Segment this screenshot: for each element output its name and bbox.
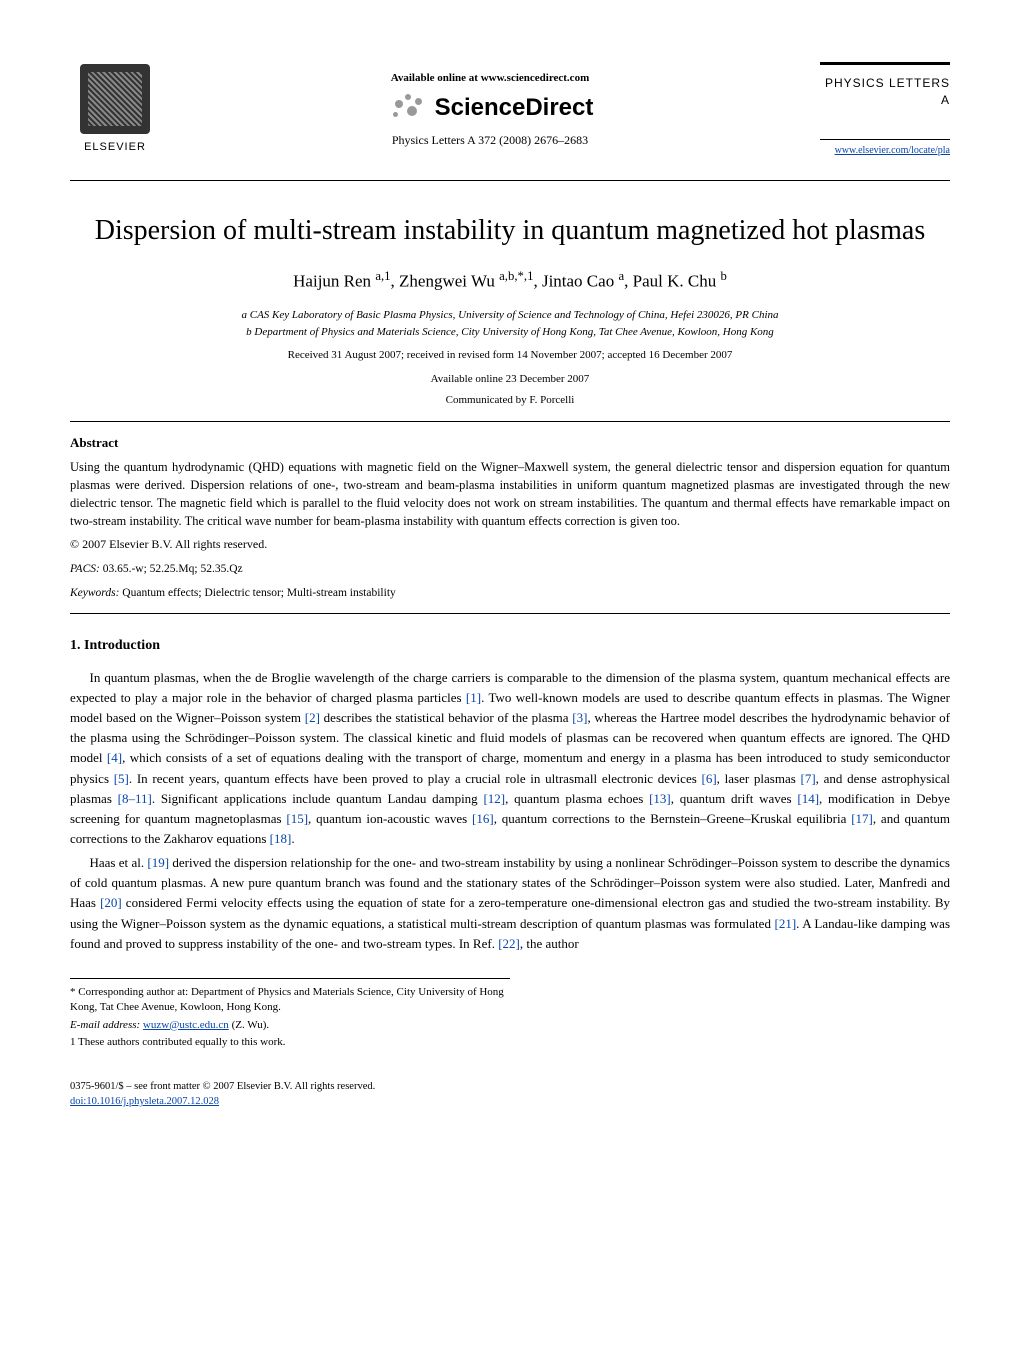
elsevier-label: ELSEVIER xyxy=(84,140,146,155)
citation-ref[interactable]: [7] xyxy=(801,771,816,786)
citation-ref[interactable]: [1] xyxy=(466,690,481,705)
pacs-line: PACS: 03.65.-w; 52.25.Mq; 52.35.Qz xyxy=(70,561,950,577)
available-online-text: Available online at www.sciencedirect.co… xyxy=(180,71,800,86)
journal-reference: Physics Letters A 372 (2008) 2676–2683 xyxy=(180,132,800,149)
intro-paragraph-2: Haas et al. [19] derived the dispersion … xyxy=(70,853,950,954)
keywords-label: Keywords: xyxy=(70,587,119,599)
affiliation-b: b Department of Physics and Materials Sc… xyxy=(70,325,950,340)
elsevier-logo: ELSEVIER xyxy=(70,60,160,160)
email-label: E-mail address: xyxy=(70,1019,140,1031)
elsevier-tree-icon xyxy=(80,64,150,134)
citation-ref[interactable]: [2] xyxy=(305,710,320,725)
citation-ref[interactable]: [4] xyxy=(107,750,122,765)
authors-line: Haijun Ren a,1, Zhengwei Wu a,b,*,1, Jin… xyxy=(70,268,950,293)
journal-url-link[interactable]: www.elsevier.com/locate/pla xyxy=(820,139,950,158)
journal-header: ELSEVIER Available online at www.science… xyxy=(70,60,950,160)
rule-top xyxy=(70,180,950,181)
citation-ref[interactable]: [17] xyxy=(851,811,873,826)
equal-contribution-note: 1 These authors contributed equally to t… xyxy=(70,1035,510,1050)
sciencedirect-dots-icon xyxy=(387,92,427,122)
citation-ref[interactable]: [19] xyxy=(147,855,169,870)
citation-ref[interactable]: [22] xyxy=(498,936,520,951)
intro-paragraph-1: In quantum plasmas, when the de Broglie … xyxy=(70,668,950,849)
bottom-block: 0375-9601/$ – see front matter © 2007 El… xyxy=(70,1080,950,1109)
citation-ref[interactable]: [15] xyxy=(286,811,308,826)
citation-ref[interactable]: [21] xyxy=(774,916,796,931)
citation-ref[interactable]: [14] xyxy=(797,791,819,806)
journal-title-right: PHYSICS LETTERS A xyxy=(820,62,950,109)
keywords-line: Keywords: Quantum effects; Dielectric te… xyxy=(70,585,950,601)
rule-above-abstract xyxy=(70,421,950,422)
section-1-heading: 1. Introduction xyxy=(70,636,950,656)
corresponding-author-note: * Corresponding author at: Department of… xyxy=(70,985,510,1016)
keywords-text: Quantum effects; Dielectric tensor; Mult… xyxy=(122,587,395,599)
abstract-heading: Abstract xyxy=(70,434,950,452)
footnotes-block: * Corresponding author at: Department of… xyxy=(70,978,510,1051)
citation-ref[interactable]: [12] xyxy=(483,791,505,806)
doi-link[interactable]: doi:10.1016/j.physleta.2007.12.028 xyxy=(70,1096,219,1107)
rule-below-keywords xyxy=(70,613,950,614)
email-link[interactable]: wuzw@ustc.edu.cn xyxy=(143,1019,229,1031)
citation-ref[interactable]: [8–11] xyxy=(118,791,152,806)
communicated-by: Communicated by F. Porcelli xyxy=(70,393,950,408)
pacs-label: PACS: xyxy=(70,563,100,575)
email-who: (Z. Wu). xyxy=(232,1019,270,1031)
email-line: E-mail address: wuzw@ustc.edu.cn (Z. Wu)… xyxy=(70,1018,510,1033)
citation-ref[interactable]: [20] xyxy=(100,895,122,910)
citation-ref[interactable]: [18] xyxy=(270,831,292,846)
front-matter-line: 0375-9601/$ – see front matter © 2007 El… xyxy=(70,1080,950,1095)
citation-ref[interactable]: [3] xyxy=(572,710,587,725)
abstract-copyright: © 2007 Elsevier B.V. All rights reserved… xyxy=(70,536,950,553)
journal-cover-block: PHYSICS LETTERS A www.elsevier.com/locat… xyxy=(820,62,950,158)
paper-title: Dispersion of multi-stream instability i… xyxy=(70,211,950,250)
sciencedirect-logo: ScienceDirect xyxy=(180,91,800,125)
abstract-body: Using the quantum hydrodynamic (QHD) equ… xyxy=(70,458,950,531)
citation-ref[interactable]: [6] xyxy=(702,771,717,786)
affiliation-a: a CAS Key Laboratory of Basic Plasma Phy… xyxy=(70,308,950,323)
citation-ref[interactable]: [5] xyxy=(114,771,129,786)
received-dates: Received 31 August 2007; received in rev… xyxy=(70,348,950,363)
pacs-codes: 03.65.-w; 52.25.Mq; 52.35.Qz xyxy=(103,563,243,575)
citation-ref[interactable]: [16] xyxy=(472,811,494,826)
header-center: Available online at www.sciencedirect.co… xyxy=(180,71,800,149)
available-date: Available online 23 December 2007 xyxy=(70,372,950,387)
citation-ref[interactable]: [13] xyxy=(649,791,671,806)
sciencedirect-text: ScienceDirect xyxy=(435,91,594,125)
